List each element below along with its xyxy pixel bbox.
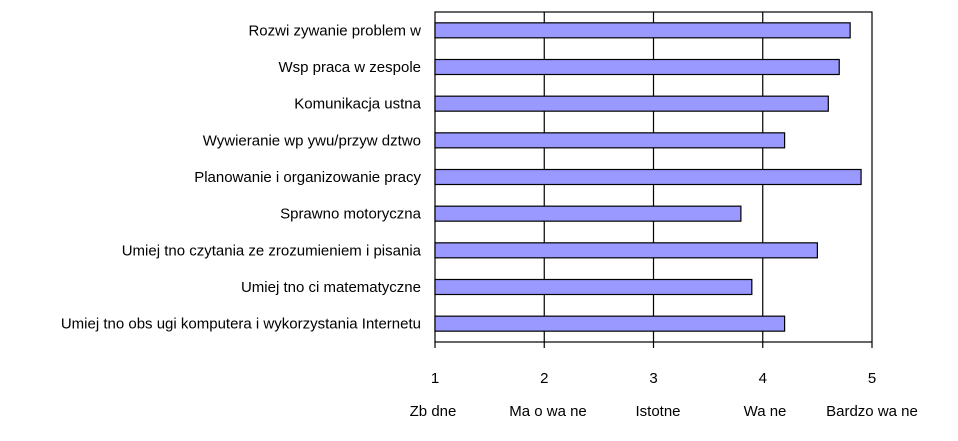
tick-label: 1 <box>431 370 439 387</box>
bar <box>434 278 753 296</box>
category-label: Planowanie i organizowanie pracy <box>194 169 421 186</box>
scale-label: Zb dne <box>410 403 457 420</box>
bar <box>434 95 829 112</box>
scale-label: Istotne <box>635 403 680 420</box>
scale-labels: Zb dne Ma o wa ne Istotne Wa ne Bardzo wa ne <box>410 403 918 420</box>
scale-label: Wa ne <box>744 403 787 420</box>
category-labels: Rozwi zywanie problem w Wsp praca w zespo… <box>61 22 422 332</box>
bar <box>434 205 742 222</box>
category-label: Wsp praca w zespole <box>278 59 421 76</box>
bar <box>434 22 851 39</box>
tick-label: 5 <box>868 370 876 387</box>
bar <box>434 315 786 332</box>
category-label: Umiej tno czytania ze zrozumieniem i pis… <box>122 242 422 259</box>
tick-label: 2 <box>540 370 548 387</box>
category-label: Umiej tno obs ugi komputera i wykorzysta… <box>61 316 421 333</box>
category-label: Wywieranie wp ywu/przyw dztwo <box>203 132 421 149</box>
bar <box>434 242 818 259</box>
scale-label: Bardzo wa ne <box>826 403 918 420</box>
bar <box>434 132 786 149</box>
category-label: Umiej tno ci matematyczne <box>241 279 421 296</box>
tick-label: 3 <box>649 370 657 387</box>
category-label: Sprawno motoryczna <box>280 206 422 223</box>
scale-label: Ma o wa ne <box>509 403 587 420</box>
bar <box>434 58 840 76</box>
bars <box>434 22 862 332</box>
x-axis: 1 2 3 4 5 <box>431 342 876 387</box>
tick-label: 4 <box>759 370 767 387</box>
category-label: Komunikacja ustna <box>294 96 421 113</box>
bar <box>434 168 862 186</box>
category-label: Rozwi zywanie problem w <box>248 22 421 39</box>
